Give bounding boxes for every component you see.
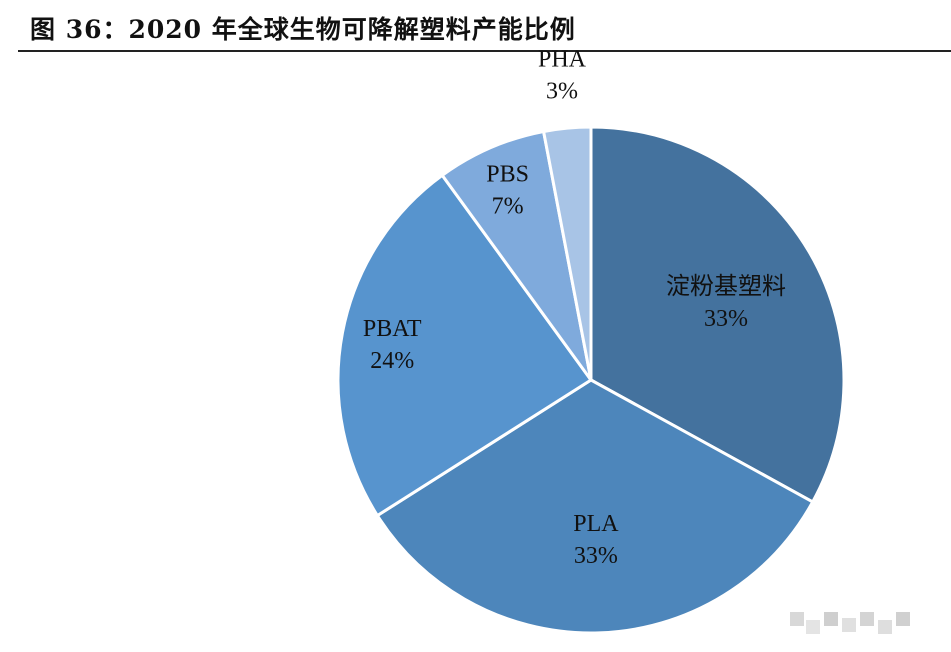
slice-category-label: PLA [573, 511, 619, 537]
slice-category-label: PBS [486, 161, 529, 187]
slice-value-label: 33% [704, 306, 748, 332]
pie-slice-1 [375, 378, 815, 635]
slice-value-label: 3% [546, 79, 578, 105]
pie-slice-4 [542, 125, 593, 382]
slice-value-label: 33% [574, 543, 618, 569]
slice-value-label: 24% [370, 348, 414, 374]
chart-title: 图 36：2020 年全球生物可降解塑料产能比例 [30, 15, 576, 44]
slice-value-label: 7% [492, 193, 524, 219]
watermark [790, 612, 920, 638]
slice-category-label: 淀粉基塑料 [666, 273, 786, 300]
slice-category-label: PBAT [363, 316, 422, 342]
pie-slice-3 [440, 129, 593, 382]
slice-category-label: PHA [538, 47, 587, 73]
pie-slice-0 [589, 125, 846, 504]
title-divider [18, 50, 951, 52]
pie-slice-2 [336, 173, 593, 518]
